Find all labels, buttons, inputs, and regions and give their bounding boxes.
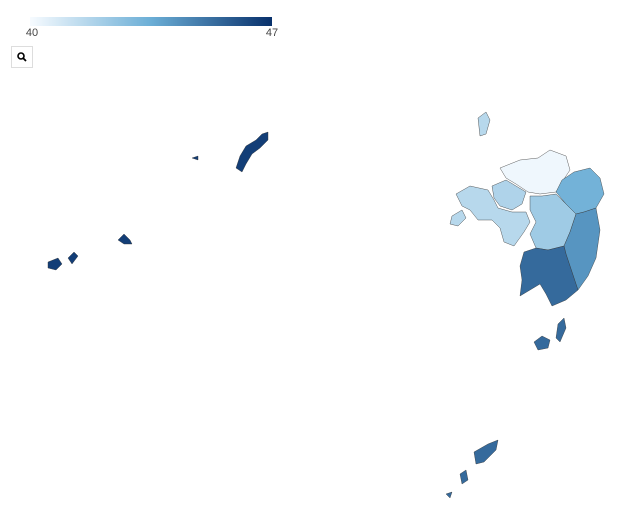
region-shape [563, 207, 601, 291]
region-shape [459, 469, 469, 485]
region [491, 179, 527, 211]
region-shape [519, 245, 579, 307]
region-shape [473, 439, 499, 465]
region [47, 131, 269, 271]
colorbar [30, 17, 272, 26]
region-shape [191, 155, 199, 161]
region [449, 111, 531, 247]
region-shape [533, 335, 551, 351]
region-shape [117, 233, 133, 245]
region-shape [449, 209, 467, 227]
region-shape [235, 131, 269, 173]
region-shape [445, 491, 453, 499]
region-shape [477, 111, 491, 137]
region-shape [491, 179, 527, 211]
region [563, 207, 601, 291]
search-button[interactable] [11, 46, 33, 68]
region [555, 167, 605, 215]
region [445, 245, 579, 499]
region-shape [455, 185, 531, 247]
region-shape [47, 257, 63, 271]
colorbar-max-label: 47 [266, 27, 278, 39]
colorbar-min-label: 40 [26, 27, 38, 39]
region-shape [67, 251, 79, 265]
region-shape [555, 317, 567, 343]
search-icon [17, 52, 27, 62]
region-shape [555, 167, 605, 215]
